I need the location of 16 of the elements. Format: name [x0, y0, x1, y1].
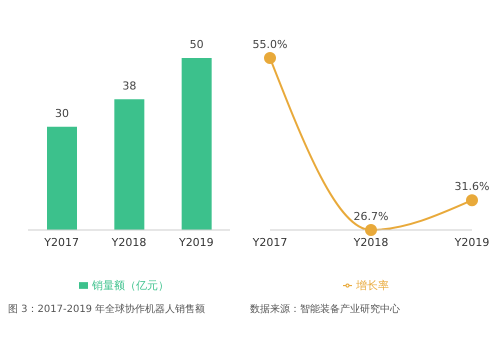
x-tick-label: Y2018 [110, 236, 146, 249]
x-tick-label: Y2017 [43, 236, 80, 249]
x-tick-label: Y2019 [454, 236, 490, 249]
data-label: 38 [122, 79, 136, 92]
data-label: 31.6% [454, 180, 490, 194]
legend-label: 销量额（亿元） [92, 279, 169, 292]
data-label: 50 [190, 38, 204, 51]
x-tick-label: Y2017 [252, 236, 288, 249]
caption: 图 3：2017-2019 年全球协作机器人销售额 [8, 302, 206, 316]
x-tick-label: Y2019 [178, 236, 214, 249]
data-label: 30 [55, 106, 69, 120]
data-label: 26.7% [354, 210, 388, 223]
data-label: 55.0% [252, 38, 288, 51]
x-tick-label: Y2018 [352, 236, 388, 249]
legend-label: 增长率 [356, 279, 389, 292]
source-note: 数据来源：智能装备产业研究中心 [250, 302, 401, 316]
